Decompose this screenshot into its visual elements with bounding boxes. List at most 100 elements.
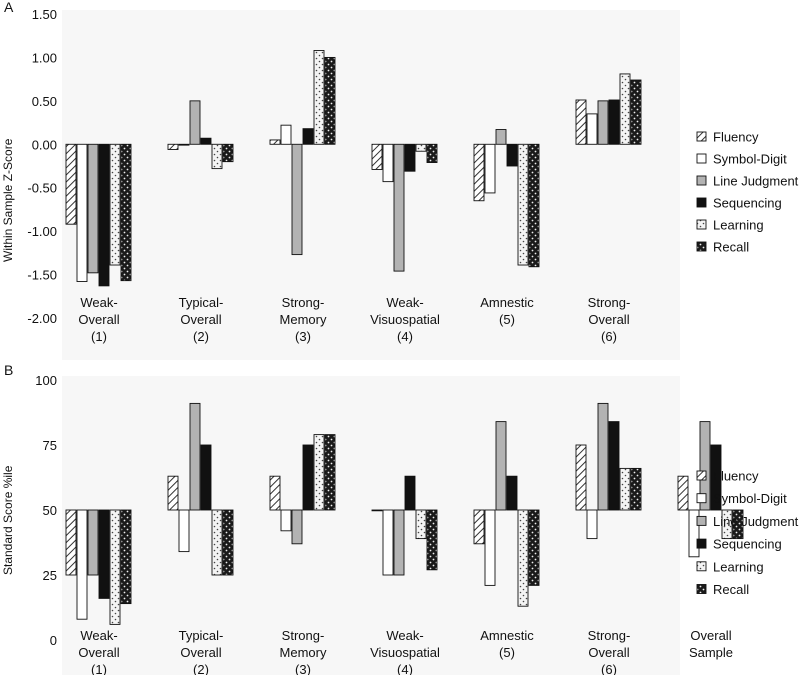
panel-b-legend-swatch-sequencing [696, 538, 707, 549]
panel-a-bar-sequencing-group-1 [98, 143, 110, 287]
panel-b-bar-learning-group-5 [517, 509, 529, 607]
panel-b-y-tick-label: 25 [43, 568, 57, 583]
panel-a-category-label: (2) [193, 329, 209, 344]
panel-b-bar-learning-group-7 [721, 509, 733, 540]
panel-a-bar-learning-group-2 [211, 143, 223, 170]
panel-b-category-label: Strong- [282, 628, 325, 643]
panel-b-bar-symbol-digit-group-6 [586, 509, 598, 540]
panel-b-bar-line-judgment-group-4 [393, 509, 405, 576]
panel-b-bar-sequencing-group-1 [98, 509, 110, 599]
panel-a-bar-fluency-group-3 [269, 139, 281, 145]
panel-b-legend-swatch-line-judgment [696, 515, 707, 526]
panel-b-bar-recall-group-4 [426, 509, 438, 571]
panel-b-letter: B [4, 362, 14, 378]
panel-b-legend-swatch-learning [696, 561, 707, 572]
panel-b-legend-swatch-symbol-digit [696, 493, 707, 504]
panel-b-category-label: Overall [690, 628, 731, 643]
panel-a-bar-line-judgment-group-4 [393, 143, 405, 272]
panel-a-y-tick-label: 1.00 [32, 50, 57, 65]
panel-a-category-label: Memory [280, 312, 327, 327]
panel-a-category-label: Visuospatial [370, 312, 440, 327]
panel-a-legend-label-learning: Learning [713, 218, 764, 233]
panel-b-category-label: (2) [193, 662, 209, 675]
panel-b-category-label: Visuospatial [370, 645, 440, 660]
panel-a-bar-line-judgment-group-5 [495, 129, 507, 145]
panel-b-bar-fluency-group-4 [371, 509, 383, 512]
panel-a-y-tick-label: -1.00 [27, 224, 57, 239]
panel-a-bar-fluency-group-6 [575, 99, 587, 145]
panel-b-category-label: Overall [78, 645, 119, 660]
panel-b-legend-swatch-fluency [696, 470, 707, 481]
panel-a-bar-symbol-digit-group-3 [280, 124, 292, 145]
panel-a-category-label: Strong- [282, 295, 325, 310]
panel-a-bar-sequencing-group-5 [506, 143, 518, 167]
panel-b-bar-sequencing-group-2 [200, 444, 212, 511]
panel-b-bar-learning-group-1 [109, 509, 121, 625]
panel-a-category-label: Weak- [386, 295, 423, 310]
panel-a-category-label: Typical- [179, 295, 224, 310]
panel-b-bar-learning-group-4 [415, 509, 427, 540]
panel-a-legend-swatch-recall [696, 241, 707, 252]
panel-b-bar-fluency-group-7 [677, 475, 689, 511]
panel-a-bar-fluency-group-5 [473, 143, 485, 202]
panel-b-y-tick-label: 100 [35, 373, 57, 388]
panel-a-bar-line-judgment-group-2 [189, 100, 201, 145]
panel-b-bar-symbol-digit-group-4 [382, 509, 394, 576]
panel-a-bar-recall-group-6 [630, 79, 642, 145]
panel-b-bar-learning-group-6 [619, 467, 631, 511]
panel-a-letter: A [4, 0, 14, 15]
panel-b-bar-learning-group-3 [313, 434, 325, 511]
panel-b-legend-label-learning: Learning [713, 559, 764, 574]
panel-a-bar-recall-group-5 [528, 143, 540, 268]
panel-a-legend-swatch-symbol-digit [696, 153, 707, 164]
panel-b-bar-sequencing-group-4 [404, 475, 416, 511]
panel-a-y-tick-label: -2.00 [27, 311, 57, 326]
panel-b-bar-line-judgment-group-6 [597, 402, 609, 511]
panel-b-legend-label-fluency: Fluency [713, 469, 759, 484]
panel-b-bar-sequencing-group-5 [506, 475, 518, 511]
panel-a-category-label: Overall [588, 312, 629, 327]
panel-b-category-label: (4) [397, 662, 413, 675]
panel-b-bar-fluency-group-5 [473, 509, 485, 545]
panel-a-bar-learning-group-5 [517, 143, 529, 266]
panel-a-category-label: Amnestic [480, 295, 534, 310]
panel-a-y-tick-label: -1.50 [27, 268, 57, 283]
panel-a-category-label: Strong- [588, 295, 631, 310]
panel-a-y-tick-label: 1.50 [32, 7, 57, 22]
panel-b-chart: 100 75 50 25 0 Weak- Overall (1) Typical- Overall… [35, 373, 799, 675]
panel-b-bar-recall-group-3 [324, 434, 336, 511]
panel-a-bar-symbol-digit-group-2 [178, 143, 190, 146]
panel-a-bar-fluency-group-1 [65, 143, 77, 225]
panel-b-bar-symbol-digit-group-3 [280, 509, 292, 532]
panel-a-bar-line-judgment-group-1 [87, 143, 99, 274]
panel-a-chart: 1.50 1.00 0.50 0.00 -0.50 -1.00 -1.50 -2.00 Weak… [27, 7, 799, 360]
panel-a-y-tick-label: 0.50 [32, 94, 57, 109]
panel-a-bar-learning-group-1 [109, 143, 121, 266]
panel-b-bar-fluency-group-6 [575, 444, 587, 511]
panel-a-bar-symbol-digit-group-1 [76, 143, 88, 282]
panel-b-bar-fluency-group-2 [167, 475, 179, 511]
panel-b-y-tick-label: 75 [43, 438, 57, 453]
panel-a-legend-swatch-line-judgment [696, 175, 707, 186]
panel-b-bar-recall-group-7 [732, 509, 744, 540]
panel-a-legend-label-recall: Recall [713, 240, 749, 255]
panel-b-category-label: Weak- [386, 628, 423, 643]
panel-a-bar-recall-group-1 [120, 143, 132, 282]
panel-a-bar-line-judgment-group-6 [597, 100, 609, 145]
panel-b-category-label: (1) [91, 662, 107, 675]
panel-b-y-tick-label: 0 [50, 633, 57, 648]
panel-b-category-label: (3) [295, 662, 311, 675]
panel-b-bar-recall-group-6 [630, 467, 642, 511]
panel-a-legend-label-line-judgment: Line Judgment [713, 174, 799, 189]
panel-b-category-label: Strong- [588, 628, 631, 643]
panel-b-category-label: Memory [280, 645, 327, 660]
panel-a-legend-swatch-fluency [696, 131, 707, 142]
panel-b-category-label: Overall [180, 645, 221, 660]
panel-b-bar-line-judgment-group-2 [189, 402, 201, 511]
panel-b-category-label: Overall [588, 645, 629, 660]
panel-b-bar-fluency-group-3 [269, 475, 281, 511]
panel-a-category-label: (5) [499, 312, 515, 327]
panel-b-category-label: Amnestic [480, 628, 534, 643]
panel-a-bar-learning-group-6 [619, 73, 631, 145]
panel-b-category-label: Weak- [80, 628, 117, 643]
